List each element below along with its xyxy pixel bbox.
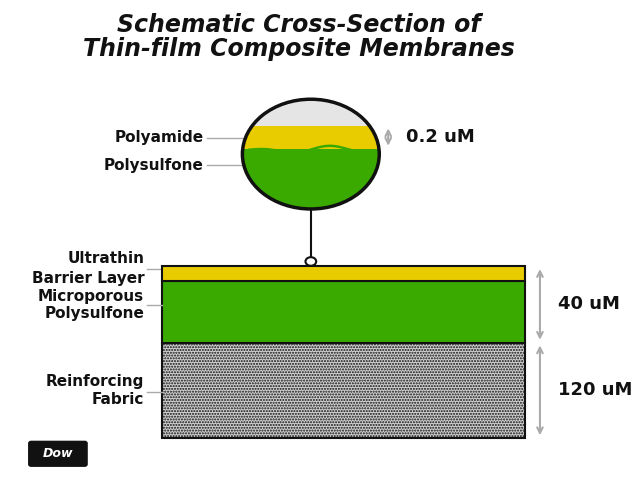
Text: Fabric: Fabric [92,392,144,408]
Text: Microporous: Microporous [38,289,144,304]
Circle shape [305,257,316,266]
Text: 0.2 uM: 0.2 uM [406,128,475,146]
Text: Ultrathin: Ultrathin [67,251,144,265]
Text: Thin-film Composite Membranes: Thin-film Composite Membranes [83,37,515,61]
Ellipse shape [243,99,380,209]
Text: Dow: Dow [43,447,73,460]
Bar [162,266,525,281]
Text: Reinforcing: Reinforcing [46,374,144,389]
Text: Polyamide: Polyamide [115,130,204,145]
Text: 120 uM: 120 uM [558,381,632,399]
Text: Polysulfone: Polysulfone [44,306,144,321]
Text: Schematic Cross-Section of: Schematic Cross-Section of [117,13,481,37]
Bar [243,65,380,126]
Text: Polysulfone: Polysulfone [104,157,204,173]
Bar [243,126,380,149]
FancyBboxPatch shape [29,442,87,466]
Bar [162,343,525,438]
Text: 40 uM: 40 uM [558,295,620,313]
Bar [162,281,525,343]
Text: Barrier Layer: Barrier Layer [31,271,144,286]
